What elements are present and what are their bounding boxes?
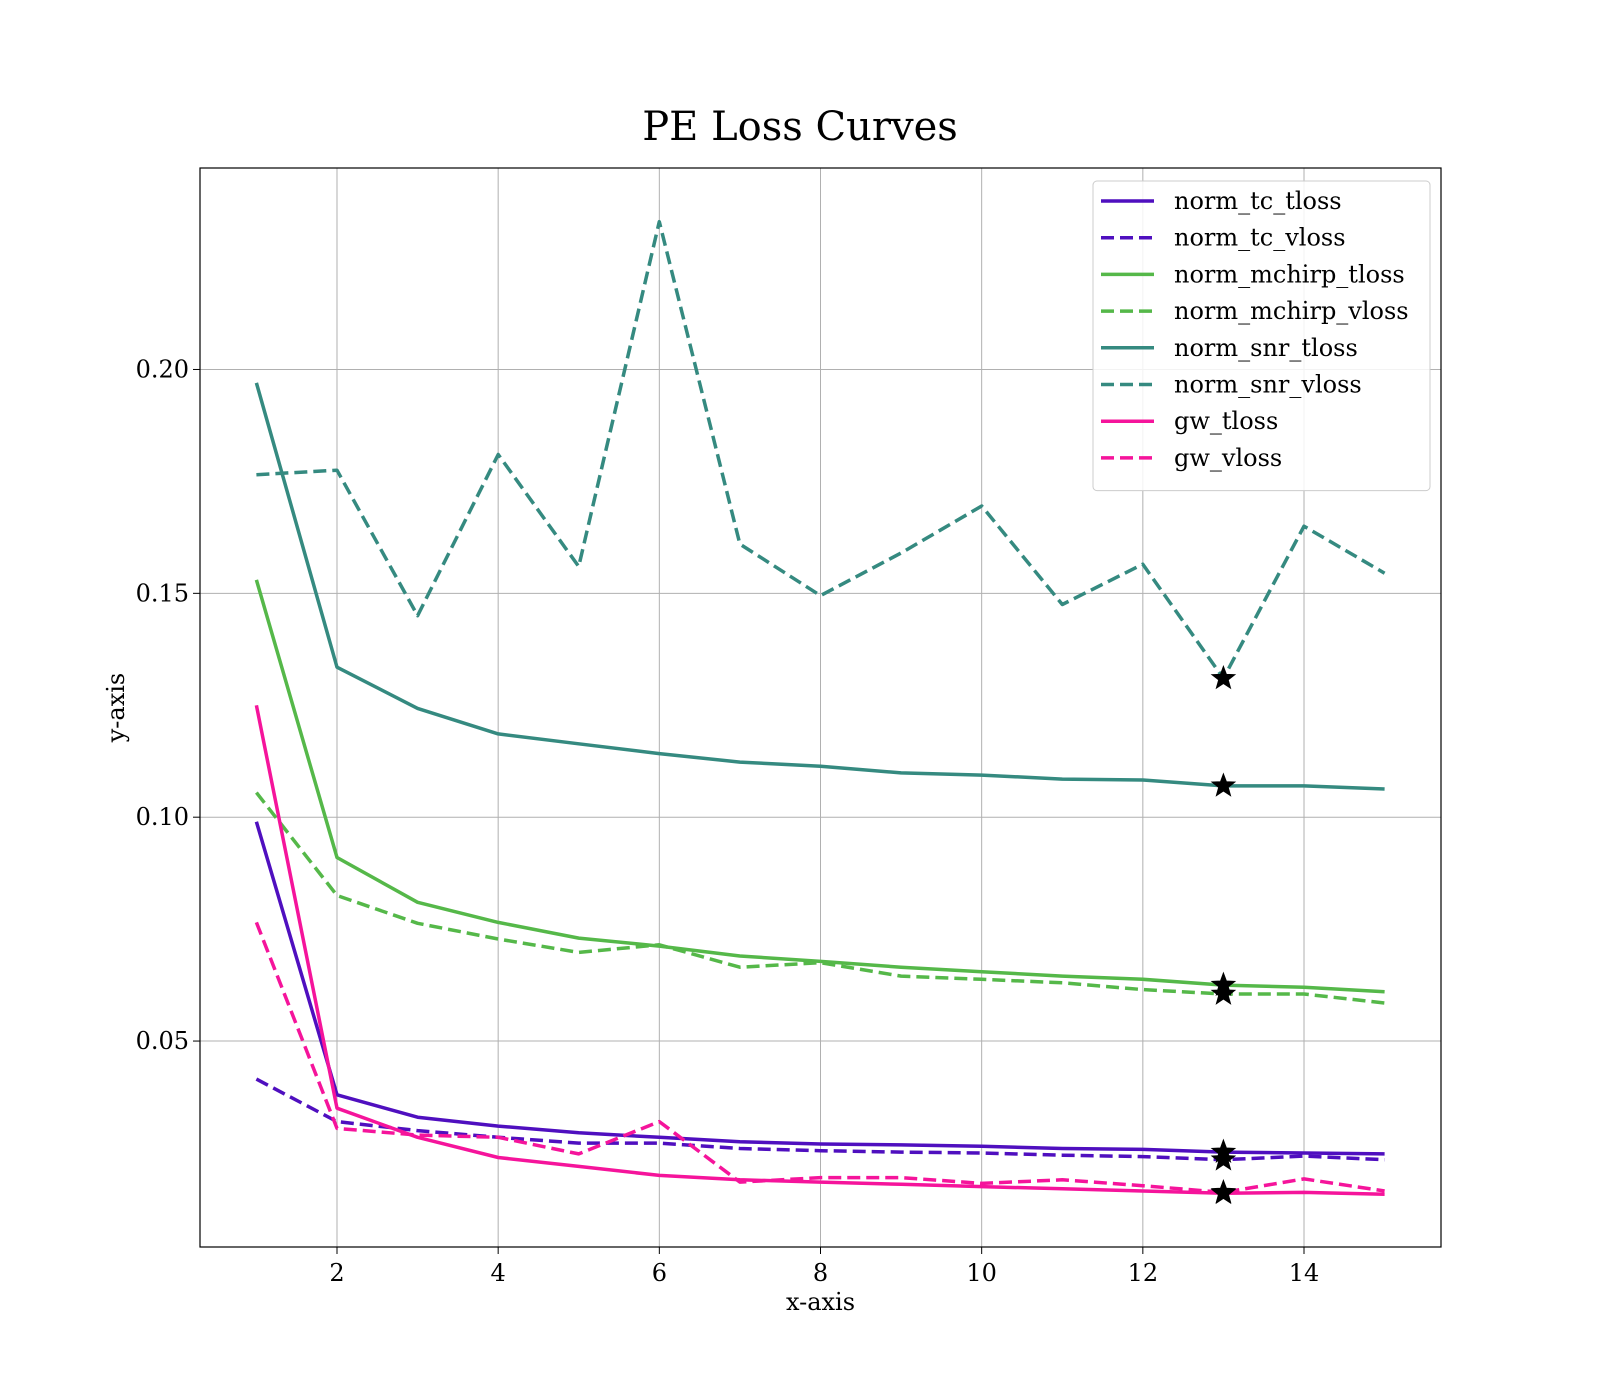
legend-box: [1092, 180, 1431, 492]
x-tick-label: 8: [813, 1259, 828, 1287]
star-marker: [1210, 772, 1237, 797]
x-tick-label: 6: [652, 1259, 667, 1287]
legend-label: norm_tc_vloss: [1174, 224, 1346, 252]
y-tick-label: 0.10: [136, 803, 189, 831]
legend-label: norm_tc_tloss: [1174, 187, 1342, 215]
x-axis-label: x-axis: [786, 1288, 855, 1316]
y-tick-label: 0.20: [136, 355, 189, 383]
legend-label: norm_mchirp_tloss: [1174, 260, 1405, 288]
series-line-gw-tloss: [254, 704, 1385, 1196]
series-line-norm-tc-tloss: [254, 821, 1385, 1156]
legend-label: gw_tloss: [1174, 407, 1278, 435]
axis-ticks: 2 4 6 8 10 12 14 0.05 0.10 0.15 0.20: [136, 355, 1320, 1287]
star-marker: [1210, 664, 1237, 690]
legend-label: norm_snr_vloss: [1174, 371, 1362, 399]
series-line-gw-vloss: [254, 921, 1385, 1195]
star-marker: [1210, 1179, 1237, 1205]
legend-label: norm_snr_tloss: [1174, 334, 1358, 362]
legend-label: gw_vloss: [1174, 444, 1282, 472]
legend: norm_tc_tloss norm_tc_vloss norm_mchirp_tl…: [1092, 180, 1431, 492]
series-line-norm-snr-vloss: [256, 219, 1386, 681]
series-line-norm-snr-tloss: [254, 382, 1385, 791]
best-epoch-markers: [1210, 664, 1237, 1205]
chart-title: PE Loss Curves: [642, 104, 958, 150]
y-tick-label: 0.05: [136, 1027, 189, 1055]
x-tick-label: 2: [329, 1259, 344, 1287]
y-tick-label: 0.15: [136, 579, 189, 607]
x-tick-label: 12: [1128, 1259, 1159, 1287]
star-marker: [1210, 1146, 1237, 1171]
x-tick-label: 14: [1289, 1259, 1320, 1287]
x-tick-label: 10: [966, 1259, 997, 1287]
series-line-norm-tc-vloss: [255, 1077, 1385, 1162]
series-line-norm-mchirp-tloss: [254, 579, 1385, 994]
series-lines: [254, 219, 1386, 1196]
legend-label: norm_mchirp_vloss: [1174, 297, 1409, 325]
star-marker: [1210, 980, 1237, 1005]
x-tick-label: 4: [491, 1259, 506, 1287]
y-axis-label: y-axis: [102, 673, 130, 744]
